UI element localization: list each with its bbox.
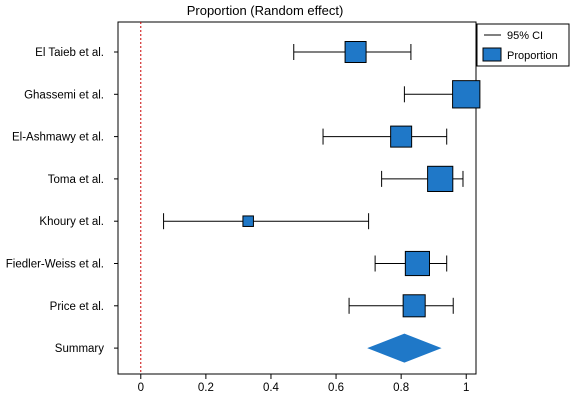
study-label: El Taieb et al.	[35, 47, 104, 59]
study-row: Ghassemi et al.	[24, 80, 481, 109]
study-label: Price et al.	[50, 301, 104, 313]
x-tick-label: 0.8	[393, 382, 409, 394]
x-tick-label: 0.2	[198, 382, 214, 394]
point-estimate-marker	[452, 80, 481, 109]
legend-point-label: Proportion	[507, 50, 558, 62]
x-tick-label: 0.6	[328, 382, 344, 394]
study-label: Khoury et al.	[39, 216, 104, 228]
study-row: El-Ashmawy et al.	[12, 125, 448, 148]
study-label: El-Ashmawy et al.	[12, 132, 104, 144]
study-row: Khoury et al.	[39, 213, 370, 230]
plot-frame	[117, 21, 477, 375]
legend: 95% CI Proportion	[476, 23, 570, 67]
study-label: Fiedler-Weiss et al.	[6, 259, 104, 271]
study-row: El Taieb et al.	[35, 41, 412, 63]
point-estimate-marker	[404, 250, 430, 277]
legend-point-swatch	[482, 47, 502, 62]
point-estimate-marker	[427, 165, 454, 193]
study-row: Price et al.	[50, 294, 454, 318]
point-estimate-marker	[402, 294, 426, 318]
summary-diamond	[367, 333, 442, 363]
summary-label: Summary	[55, 343, 104, 355]
point-estimate-marker	[242, 215, 254, 227]
chart-title: Proportion (Random effect)	[187, 3, 344, 18]
summary-row: Summary	[55, 333, 442, 363]
study-row: Toma et al.	[48, 165, 464, 193]
x-tick-label: 1	[463, 382, 469, 394]
point-estimate-marker	[344, 41, 367, 63]
study-label: Toma et al.	[48, 174, 104, 186]
legend-ci-label: 95% CI	[507, 30, 543, 42]
study-label: Ghassemi et al.	[24, 89, 104, 101]
point-estimate-marker	[390, 125, 413, 148]
x-tick-label: 0.4	[263, 382, 280, 394]
study-row: Fiedler-Weiss et al.	[6, 250, 448, 277]
x-tick-label: 0	[138, 382, 144, 394]
